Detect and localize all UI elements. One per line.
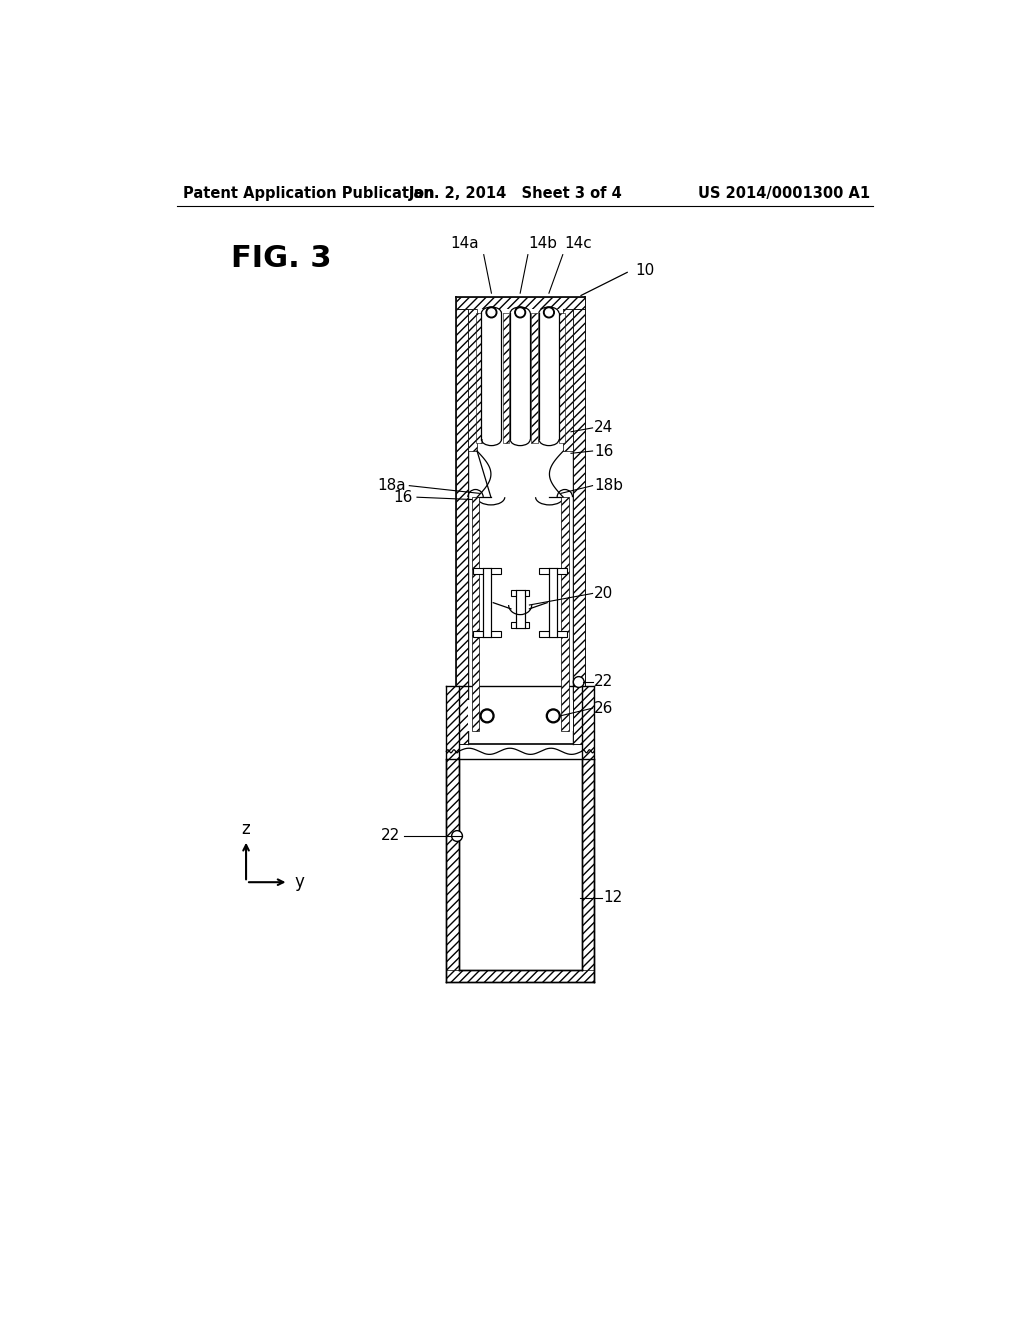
Circle shape — [547, 709, 560, 723]
Bar — [559, 313, 565, 444]
Text: 18a: 18a — [377, 478, 406, 494]
Text: 16: 16 — [394, 490, 413, 504]
Circle shape — [480, 709, 494, 723]
Bar — [561, 498, 568, 731]
Bar — [446, 759, 459, 982]
Bar — [539, 313, 559, 440]
Text: 12: 12 — [603, 890, 623, 906]
Text: z: z — [242, 820, 251, 838]
Text: 14c: 14c — [564, 236, 592, 251]
Circle shape — [515, 308, 525, 318]
Bar — [483, 568, 490, 638]
Bar — [446, 970, 594, 982]
Bar — [473, 631, 501, 638]
Bar — [510, 313, 530, 440]
Text: 20: 20 — [594, 586, 613, 601]
Text: y: y — [294, 874, 304, 891]
Text: Patent Application Publication: Patent Application Publication — [183, 186, 434, 201]
Text: 16: 16 — [594, 444, 613, 458]
Text: US 2014/0001300 A1: US 2014/0001300 A1 — [697, 186, 869, 201]
Bar — [459, 759, 582, 970]
Text: 26: 26 — [594, 701, 613, 715]
Bar — [481, 313, 502, 440]
Bar — [540, 631, 567, 638]
Circle shape — [517, 309, 523, 315]
Bar — [540, 568, 567, 574]
Text: 14b: 14b — [528, 236, 557, 251]
Circle shape — [482, 711, 492, 721]
Bar — [563, 309, 572, 451]
Bar — [475, 313, 481, 444]
Bar — [446, 686, 459, 982]
Bar — [511, 590, 529, 595]
Bar — [468, 309, 572, 731]
Bar — [515, 590, 524, 628]
Bar — [531, 313, 538, 444]
Bar — [582, 759, 594, 982]
Bar — [582, 686, 594, 982]
Bar — [456, 309, 468, 743]
Text: 18b: 18b — [594, 478, 623, 494]
Circle shape — [452, 830, 463, 841]
Bar — [459, 698, 582, 970]
Bar — [572, 309, 585, 743]
Circle shape — [488, 309, 495, 315]
Bar — [456, 297, 585, 309]
Text: 10: 10 — [635, 263, 654, 277]
Bar — [550, 568, 557, 638]
Text: FIG. 3: FIG. 3 — [230, 244, 331, 273]
Circle shape — [573, 677, 584, 688]
Bar — [503, 313, 509, 444]
Circle shape — [549, 711, 558, 721]
Circle shape — [546, 309, 552, 315]
Circle shape — [486, 308, 497, 318]
Text: 24: 24 — [594, 420, 613, 436]
Bar — [473, 568, 501, 574]
Bar — [472, 498, 479, 731]
Bar — [446, 970, 594, 982]
Text: 22: 22 — [594, 675, 613, 689]
Circle shape — [544, 308, 554, 318]
Bar — [468, 309, 477, 451]
Bar — [477, 309, 563, 451]
Bar — [511, 622, 529, 628]
Bar — [468, 701, 572, 731]
Text: Jan. 2, 2014   Sheet 3 of 4: Jan. 2, 2014 Sheet 3 of 4 — [409, 186, 623, 201]
Text: 22: 22 — [381, 829, 400, 843]
Text: 14a: 14a — [451, 236, 479, 251]
